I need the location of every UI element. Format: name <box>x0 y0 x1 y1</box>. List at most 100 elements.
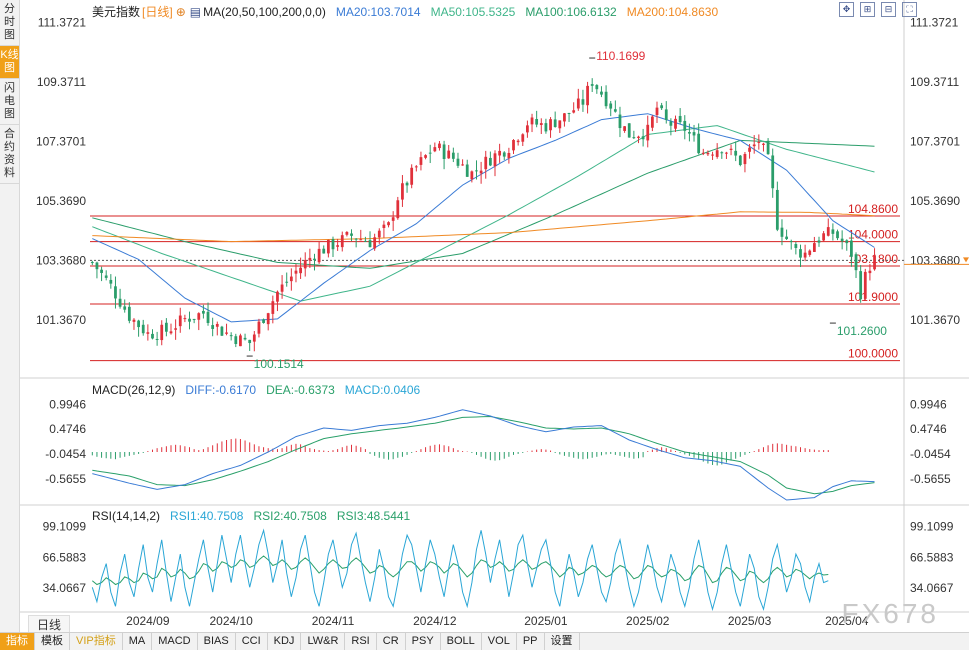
tab-kline[interactable]: K线图 <box>0 46 19 79</box>
zoom-out-icon[interactable]: ⊟ <box>881 2 896 17</box>
toolbar-macd[interactable]: MACD <box>152 633 198 650</box>
dea-line <box>92 415 875 495</box>
candle-body <box>197 313 201 320</box>
y-tick-label-left: 101.3670 <box>36 313 86 327</box>
zoom-in-icon[interactable]: ⊞ <box>860 2 875 17</box>
candle-body <box>553 119 557 127</box>
level-label: 101.9000 <box>848 290 898 304</box>
candle-body <box>539 123 543 125</box>
y-tick-label-right: 109.3711 <box>910 75 959 89</box>
y-tick-label-left: 107.3701 <box>36 134 86 148</box>
y-tick-label-left: 99.1099 <box>43 519 87 533</box>
candle-body <box>109 279 113 284</box>
x-tick-label: 2024/12 <box>413 614 457 628</box>
candle-body <box>345 231 349 235</box>
toolbar-ma[interactable]: MA <box>123 633 153 650</box>
candle-body <box>873 255 876 270</box>
toolbar-templates[interactable]: 模板 <box>35 633 70 650</box>
y-tick-label-left: 0.9946 <box>49 397 86 411</box>
candle-body <box>840 238 844 242</box>
candle-body <box>456 158 460 166</box>
crosshair-icon[interactable]: ✥ <box>839 2 854 17</box>
candle-body <box>535 118 539 125</box>
tab-contract-info[interactable]: 合约资料 <box>0 125 19 184</box>
candle-body <box>141 324 145 334</box>
candle-body <box>433 147 437 152</box>
candle-body <box>317 248 321 263</box>
tab-time-share[interactable]: 分时图 <box>0 0 19 46</box>
toolbar-cci[interactable]: CCI <box>236 633 268 650</box>
y-tick-label-right: 101.3670 <box>910 313 960 327</box>
candle-body <box>127 306 131 321</box>
candle-body <box>697 133 701 154</box>
y-tick-label-left: 103.3680 <box>36 253 86 267</box>
y-tick-label-right: 111.3721 <box>910 15 959 29</box>
toolbar-vip[interactable]: VIP指标 <box>70 633 123 650</box>
candle-body <box>132 319 136 322</box>
toolbar-indicators[interactable]: 指标 <box>0 633 35 650</box>
candle-body <box>512 140 515 151</box>
y-tick-label-left: -0.0454 <box>45 447 86 461</box>
indicator-icon[interactable]: ▤ <box>189 5 202 19</box>
candle-body <box>780 227 784 237</box>
y-tick-label-right: -0.0454 <box>910 447 951 461</box>
toolbar-pp[interactable]: PP <box>517 633 545 650</box>
candle-body <box>720 152 724 154</box>
candle-body <box>401 183 404 200</box>
candle-body <box>664 109 668 120</box>
x-tick-label: 2024/09 <box>126 614 170 628</box>
toolbar-boll[interactable]: BOLL <box>441 633 482 650</box>
candle-body <box>211 325 215 329</box>
candle-body <box>498 150 502 156</box>
candle-body <box>146 332 150 334</box>
y-tick-label-left: 34.0667 <box>43 581 87 595</box>
current-price-marker <box>963 257 969 263</box>
candle-body <box>595 85 599 90</box>
candle-body <box>90 262 94 264</box>
toolbar-kdj[interactable]: KDJ <box>268 633 302 650</box>
candle-body <box>465 164 469 177</box>
toolbar-vol[interactable]: VOL <box>482 633 517 650</box>
candle-body <box>581 99 585 105</box>
toolbar-rsi[interactable]: RSI <box>345 633 377 650</box>
settings-icon[interactable]: ⊕ <box>175 5 186 19</box>
candle-body <box>771 155 775 189</box>
legend-diff: DIFF:-0.6170 <box>185 383 257 397</box>
candle-body <box>377 230 381 238</box>
rsi1-line <box>91 528 829 612</box>
legend-macd-params: MACD(26,12,9) <box>92 383 176 397</box>
candle-body <box>706 152 710 155</box>
candle-body <box>808 250 812 255</box>
candle-body <box>850 240 853 257</box>
candle-body <box>160 324 164 341</box>
legend-period[interactable]: [日线] <box>142 5 173 19</box>
candle-body <box>451 152 455 159</box>
candle-body <box>280 284 284 292</box>
candle-body <box>470 171 474 180</box>
candle-body <box>493 153 497 167</box>
candle-body <box>414 166 418 168</box>
candle-body <box>688 132 691 134</box>
fullscreen-icon[interactable]: ⛶ <box>902 2 917 17</box>
candle-body <box>502 152 506 157</box>
candle-body <box>313 258 316 261</box>
toolbar-lwr[interactable]: LW&R <box>301 633 346 650</box>
ma100-line <box>92 139 875 269</box>
candle-body <box>100 269 103 273</box>
toolbar-bias[interactable]: BIAS <box>198 633 236 650</box>
period-label[interactable]: 日线 <box>28 615 71 634</box>
chart-area: 111.3721 111.3721 109.3711 109.3711 107.3701… <box>20 0 969 628</box>
legend-rsi3: RSI3:48.5441 <box>336 509 411 523</box>
toolbar-settings[interactable]: 设置 <box>545 633 580 650</box>
candle-body <box>785 236 788 240</box>
candle-body <box>859 271 863 300</box>
candle-body <box>641 136 645 140</box>
candle-body <box>289 276 293 282</box>
toolbar-psy[interactable]: PSY <box>406 633 441 650</box>
candle-body <box>169 331 173 334</box>
y-tick-label-left: 105.3690 <box>36 194 86 208</box>
legend-ma100: MA100:106.6132 <box>525 5 617 19</box>
tab-flash[interactable]: 闪电图 <box>0 79 19 125</box>
toolbar-cr[interactable]: CR <box>377 633 406 650</box>
candle-body <box>229 335 233 337</box>
